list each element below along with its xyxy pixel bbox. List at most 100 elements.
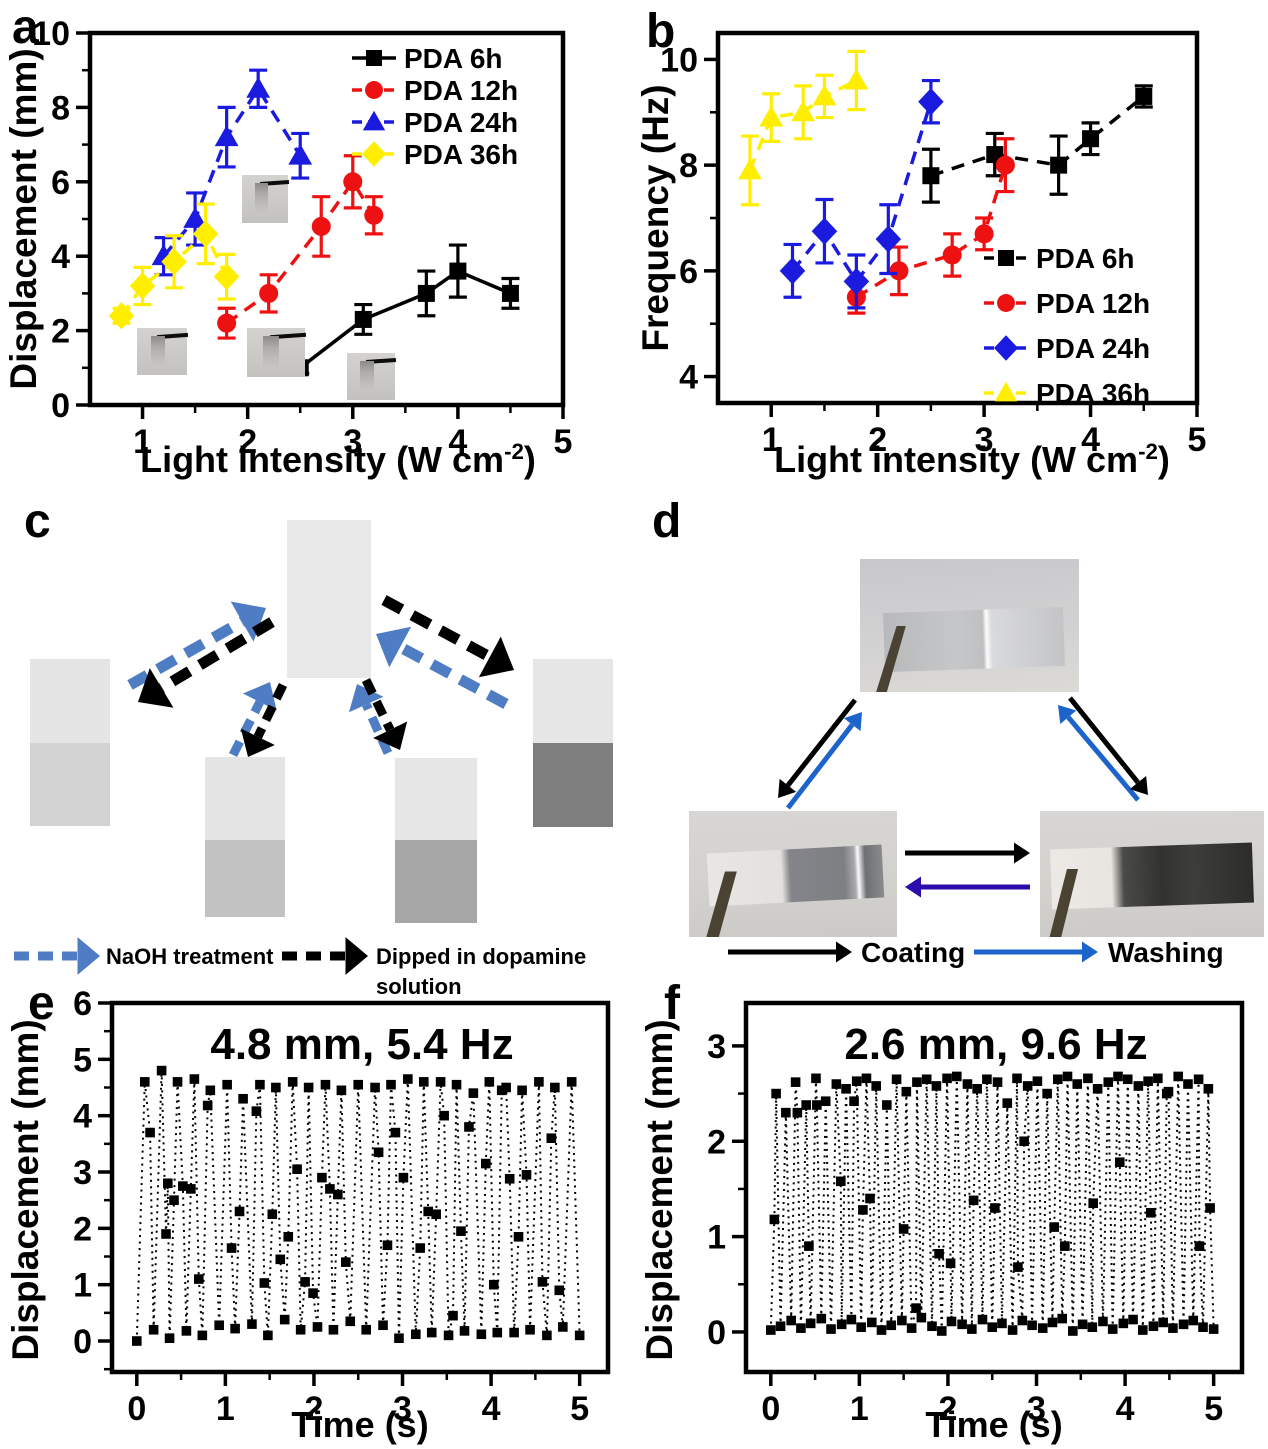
marker-square (197, 1330, 208, 1341)
marker-square (521, 1170, 532, 1180)
marker-square (1203, 1084, 1214, 1094)
x-tick-label: 2 (868, 421, 887, 459)
marker-square (247, 1319, 257, 1329)
film-bottom-right (395, 758, 477, 923)
panel-f-xlabel: Time (s) (925, 1404, 1063, 1445)
panel-b-xlabel-main: Light intensity (W cm (774, 439, 1139, 480)
marker-triangle (791, 100, 816, 122)
marker-square (139, 1077, 150, 1087)
marker-square (952, 1071, 962, 1082)
marker-square (861, 1073, 872, 1084)
marker-square (366, 50, 382, 66)
marker-square (1052, 1074, 1063, 1085)
marker-square (554, 1285, 565, 1296)
panel-e-title: 4.8 mm, 5.4 Hz (210, 1020, 514, 1069)
marker-square (1205, 1203, 1215, 1213)
marker-square (934, 1248, 944, 1259)
photo-washed-film (860, 559, 1079, 692)
marker-square (164, 1333, 175, 1343)
panel-b-xlabel-sup: -2 (1138, 439, 1158, 464)
marker-triangle (759, 105, 784, 127)
series-PDA-6h (921, 84, 1153, 204)
marker-square (1183, 1079, 1193, 1089)
marker-square (775, 1321, 786, 1332)
marker-triangle (214, 125, 239, 147)
marker-triangle (183, 207, 208, 228)
x-tick-label: 2 (938, 1390, 957, 1428)
marker-diamond (811, 217, 838, 245)
arrow-shaft (361, 678, 395, 732)
arrow-head (843, 712, 862, 732)
arrow-head (1082, 941, 1098, 963)
series-PDA-36h (108, 202, 240, 330)
marker-square (1082, 130, 1100, 148)
panel-e-chart: 0 1 2 3 4 5 0 1 2 3 4 5 6 (73, 985, 611, 1428)
marker-square (1168, 1323, 1178, 1333)
marker-square (226, 1243, 237, 1253)
arrow-shaft (397, 642, 509, 709)
marker-square (1153, 1073, 1163, 1084)
marker-square (303, 1082, 314, 1093)
panel-a-xlabel-end: ) (523, 439, 536, 480)
marker-diamond (362, 141, 386, 167)
x-tick-label: 4 (1081, 421, 1100, 459)
marker-square (811, 1073, 821, 1084)
inset-photo-actuator-4 (347, 353, 397, 400)
x-tick-label: 5 (1204, 1390, 1223, 1428)
arrow-head (1058, 705, 1077, 725)
marker-square (513, 1231, 524, 1242)
x-tick-label: 3 (1027, 1390, 1046, 1428)
marker-square (1198, 1322, 1208, 1332)
marker-triangle (812, 84, 837, 106)
panel-f-ylabel: Displacement (mm) (639, 1019, 680, 1361)
marker-square (1022, 1081, 1033, 1091)
legend-label: PDA 12h (404, 75, 518, 106)
panel-b-xlabel: Light intensity (W cm-2) (727, 432, 1217, 480)
marker-square (451, 1079, 462, 1090)
marker-square (312, 1322, 323, 1332)
marker-circle (995, 155, 1015, 175)
marker-square (161, 1229, 171, 1239)
legend-label: PDA 36h (1036, 378, 1150, 409)
marker-square (435, 1077, 446, 1087)
x-tick-label: 4 (448, 423, 467, 461)
marker-square (1193, 1074, 1204, 1085)
legend-label: PDA 24h (404, 107, 518, 138)
actuator-strip (254, 183, 268, 215)
marker-square (858, 1205, 868, 1215)
arrow-shaft (1068, 696, 1140, 785)
marker-square (836, 1319, 847, 1330)
marker-square (1092, 1084, 1103, 1094)
marker-square (992, 1077, 1003, 1087)
marker-square (328, 1324, 339, 1335)
marker-circle (889, 261, 909, 281)
marker-square (968, 1195, 979, 1206)
y-tick-label: 4 (51, 238, 70, 276)
marker-diamond (213, 263, 240, 291)
marker-square (431, 1209, 441, 1220)
marker-square (292, 1164, 302, 1174)
y-tick-label: 2 (51, 313, 70, 351)
marker-diamond (779, 257, 806, 285)
marker-square (259, 1278, 270, 1288)
marker-square (418, 1077, 429, 1087)
marker-square (1145, 1207, 1156, 1218)
arrow-head (376, 626, 412, 668)
arrow-shaft (785, 698, 857, 787)
marker-square (898, 1224, 909, 1234)
marker-square (1118, 1318, 1129, 1329)
axis-ticks: 0 1 2 3 4 5 0 1 2 3 4 5 6 (73, 985, 589, 1428)
marker-square (841, 1084, 851, 1094)
marker-square (378, 1320, 388, 1331)
marker-square (189, 1074, 200, 1084)
arrow-head (230, 601, 266, 642)
marker-circle (365, 81, 383, 99)
marker-square (1062, 1071, 1073, 1082)
marker-square (987, 1322, 998, 1332)
marker-square (936, 1326, 947, 1336)
y-tick-label: 4 (679, 359, 698, 397)
